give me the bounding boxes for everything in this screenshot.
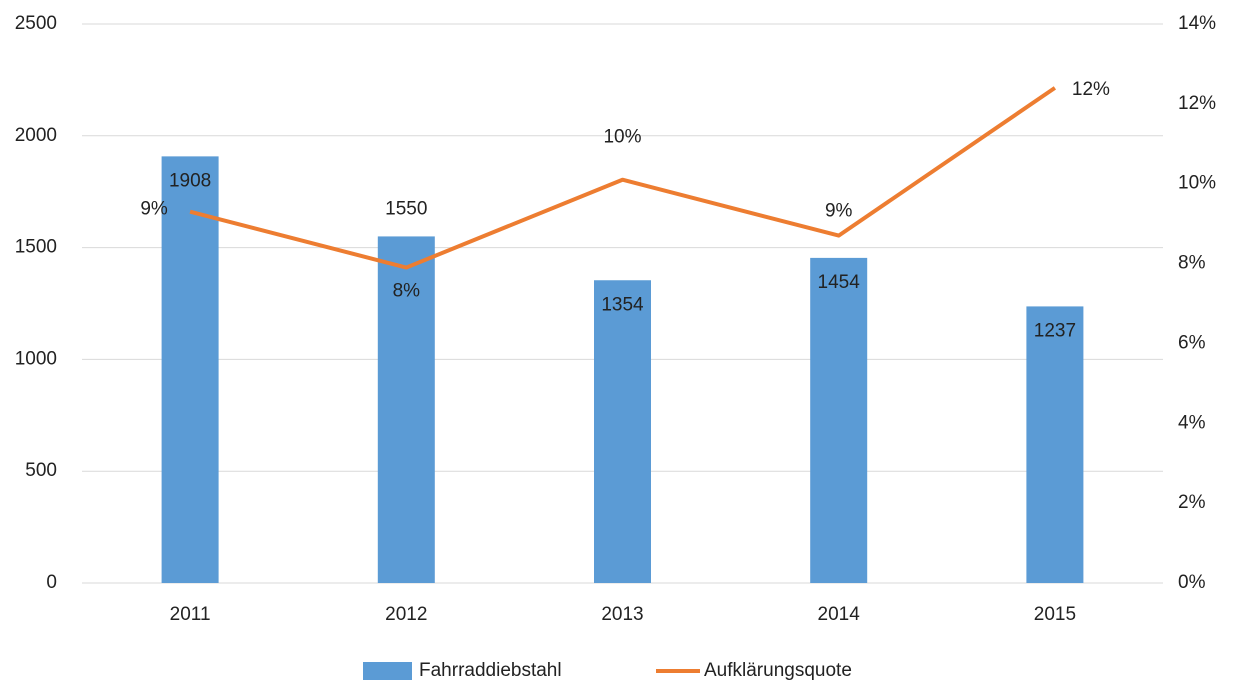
- y-tick-label: 1500: [15, 237, 57, 258]
- bar: [810, 257, 868, 583]
- bar-value-label: 1550: [385, 198, 427, 219]
- x-tick-label: 2011: [170, 604, 211, 625]
- y2-tick-label: 12%: [1178, 93, 1216, 114]
- x-tick-label: 2013: [601, 604, 643, 625]
- line-value-label: 12%: [1072, 79, 1110, 100]
- bar: [1026, 306, 1084, 583]
- y-tick-label: 0: [46, 572, 57, 593]
- y2-tick-label: 10%: [1178, 173, 1216, 194]
- y2-tick-label: 8%: [1178, 253, 1206, 274]
- y2-tick-label: 4%: [1178, 412, 1206, 433]
- y2-tick-label: 14%: [1178, 13, 1216, 34]
- y-tick-label: 1000: [15, 348, 57, 369]
- bar-value-label: 1908: [169, 170, 211, 191]
- legend-label: Fahrraddiebstahl: [419, 660, 562, 681]
- bar: [594, 280, 651, 583]
- bar-value-label: 1237: [1034, 320, 1076, 341]
- y-tick-label: 500: [25, 460, 57, 481]
- y-tick-label: 2500: [15, 13, 57, 34]
- bar-value-label: 1454: [818, 272, 861, 293]
- line: [189, 86, 1057, 270]
- line-value-label: 9%: [140, 199, 168, 220]
- y2-tick-label: 6%: [1178, 332, 1206, 353]
- bar: [377, 236, 435, 584]
- line-value-label: 9%: [825, 201, 853, 222]
- y-tick-label: 2000: [15, 125, 57, 146]
- line-value-label: 10%: [603, 127, 641, 148]
- bar: [161, 156, 219, 583]
- y2-tick-label: 2%: [1178, 492, 1206, 513]
- legend-label: Aufklärungsquote: [704, 660, 852, 681]
- legend-swatch: [363, 662, 412, 680]
- x-tick-label: 2012: [385, 604, 427, 625]
- line-value-label: 8%: [393, 281, 421, 302]
- bar-value-label: 1354: [601, 294, 644, 315]
- x-tick-label: 2014: [818, 604, 861, 625]
- y2-tick-label: 0%: [1178, 572, 1206, 593]
- x-tick-label: 2015: [1034, 604, 1076, 625]
